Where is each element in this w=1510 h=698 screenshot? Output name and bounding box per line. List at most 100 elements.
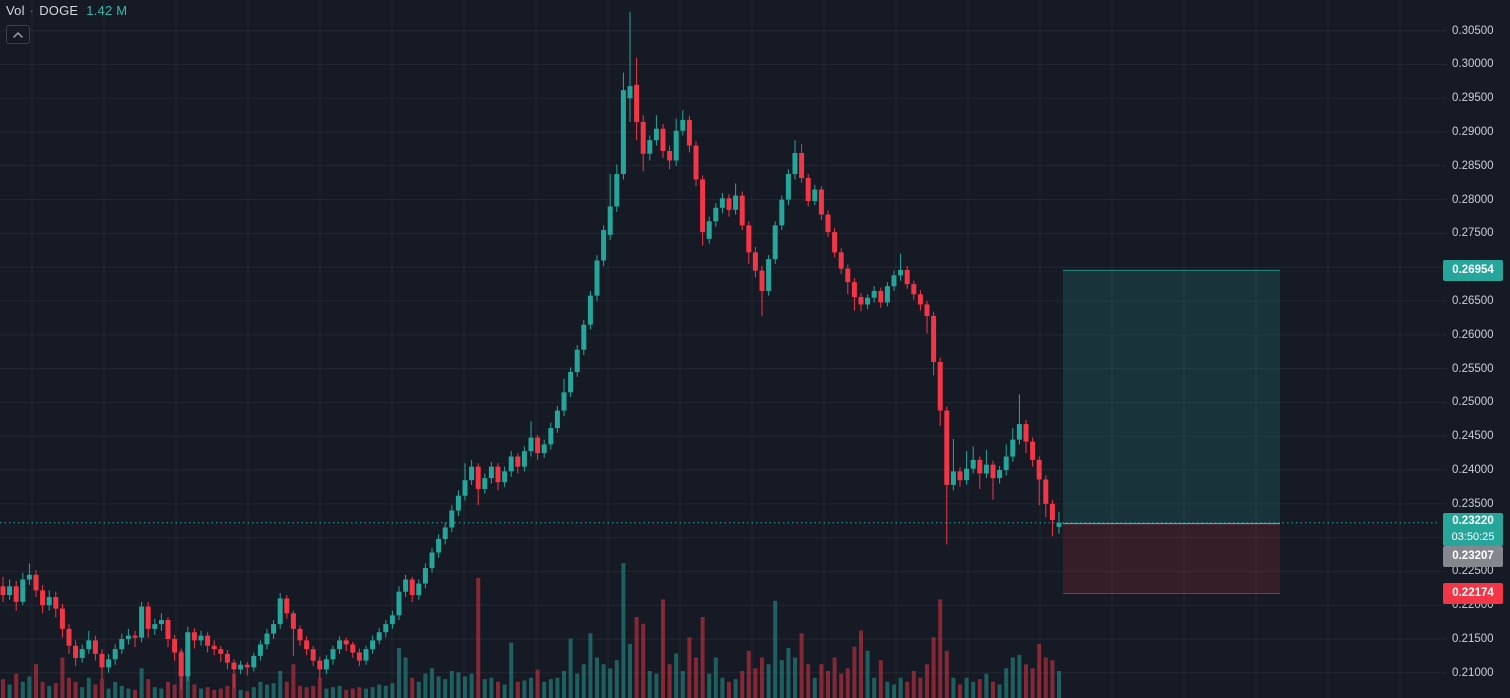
candle-body (594, 260, 600, 296)
volume-bar (753, 668, 758, 698)
volume-bar (469, 673, 474, 698)
volume-bar (628, 644, 632, 698)
volume-bar (819, 664, 824, 698)
candle-body (185, 632, 191, 677)
candle-body (20, 579, 26, 602)
volume-bar (958, 684, 962, 698)
target-price-badge: 0.26954 (1443, 259, 1503, 281)
candle-body (733, 195, 739, 210)
candle-body (502, 471, 508, 483)
candle-body (330, 649, 336, 660)
candle-body (304, 640, 310, 650)
volume-bar (964, 677, 969, 698)
candle-body (0, 586, 6, 596)
candle-body (541, 444, 547, 454)
candle-body (792, 153, 798, 174)
volume-bar (1043, 657, 1048, 698)
price-axis-label: 0.28500 (1452, 159, 1494, 172)
position-profit-zone[interactable] (1063, 270, 1280, 524)
candle-body (739, 195, 745, 226)
volume-bar (139, 668, 144, 698)
volume-bar (298, 685, 302, 698)
volume-bar (1017, 654, 1022, 698)
candle-body (178, 652, 184, 677)
volume-bar (707, 673, 712, 698)
candle-body (719, 198, 725, 208)
volume-bar (727, 681, 731, 698)
volume-bar (878, 660, 883, 698)
candle-body (106, 659, 112, 668)
candle-body (752, 252, 758, 271)
candle-body (383, 624, 389, 633)
volume-bar (489, 677, 494, 698)
candle-body (554, 410, 560, 429)
volume-bar (192, 684, 197, 698)
volume-bar (350, 688, 355, 698)
candle-body (1056, 522, 1062, 527)
volume-bar (7, 684, 12, 698)
candle-body (125, 635, 131, 640)
candle-body (574, 349, 580, 373)
volume-bar (245, 691, 250, 698)
candle-body (799, 153, 805, 179)
volume-bar (67, 677, 71, 698)
position-loss-zone[interactable] (1063, 523, 1280, 594)
candle-body (1030, 441, 1036, 460)
pane-collapse-button[interactable] (6, 25, 30, 44)
price-axis[interactable]: 0.30500 0.30000 0.29500 0.29000 0.28500 0.280… (1437, 0, 1510, 698)
volume-bar (746, 650, 751, 698)
price-axis-label: 0.30500 (1452, 24, 1494, 37)
candle-body (1023, 424, 1029, 442)
candle-body (871, 290, 877, 298)
volume-bar (951, 677, 956, 698)
volume-bar (304, 687, 309, 698)
candle-body (766, 259, 772, 291)
legend-symbol: DOGE (39, 3, 79, 18)
candle-body (772, 225, 778, 260)
price-axis-label: 0.22500 (1452, 565, 1494, 578)
candle-body (495, 466, 501, 483)
candle-body (475, 466, 481, 489)
volume-bar (34, 664, 38, 698)
candle-body (317, 660, 323, 670)
volume-bar (997, 684, 1002, 698)
volume-bar (588, 633, 593, 698)
volume-bar (713, 657, 718, 698)
volume-bar (364, 688, 368, 698)
volume-bar (146, 679, 151, 698)
candle-body (812, 189, 818, 202)
candle-body (845, 268, 851, 283)
volume-bar (60, 657, 65, 698)
volume-legend[interactable]: Vol · DOGE 1.42 M (6, 3, 127, 18)
volume-bar (199, 688, 203, 698)
candle-body (1036, 459, 1042, 480)
volume-bar (654, 673, 659, 698)
volume-bar (522, 680, 527, 698)
price-axis-label: 0.21000 (1452, 666, 1494, 679)
candle-body (442, 527, 448, 539)
volume-bar (476, 577, 481, 698)
candle-body (944, 410, 950, 485)
candle-body (1003, 456, 1009, 471)
volume-bar (397, 648, 401, 698)
volume-bar (793, 657, 797, 698)
volume-bar (1037, 644, 1042, 698)
volume-bar (430, 668, 434, 698)
volume-bar (641, 623, 646, 698)
candle-body (218, 649, 224, 654)
candle-body (205, 635, 211, 646)
volume-bar (621, 563, 626, 698)
volume-bar (370, 687, 375, 698)
volume-bar (852, 646, 857, 698)
volume-bar (106, 688, 111, 698)
candle-body (858, 297, 864, 305)
volume-bar (1057, 671, 1061, 698)
volume-bar (568, 638, 573, 698)
volume-bar (535, 669, 540, 698)
candle-body (482, 478, 488, 489)
candle-body (1049, 503, 1055, 521)
volume-bar (449, 671, 454, 698)
candle-body (983, 464, 989, 474)
